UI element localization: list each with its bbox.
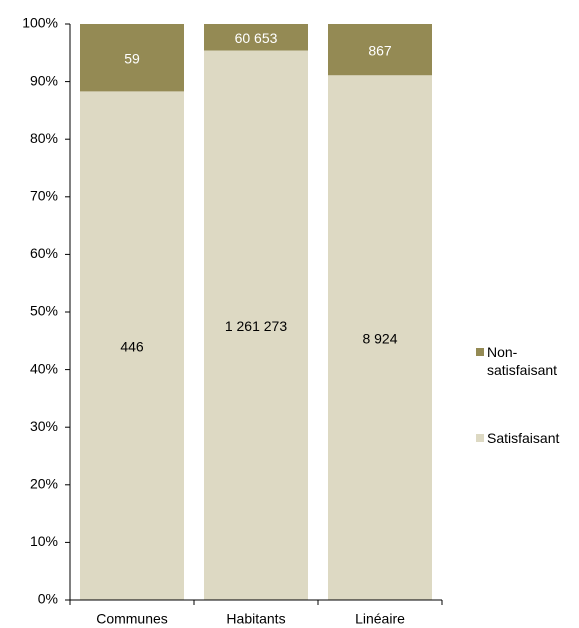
data-label: 60 653 — [235, 30, 278, 46]
x-tick-label: Linéaire — [355, 611, 405, 627]
x-tick-label: Habitants — [226, 611, 285, 627]
y-tick-label: 100% — [22, 15, 58, 31]
data-label: 867 — [368, 42, 392, 58]
legend-label: Non-satisfaisant — [487, 344, 558, 378]
bar-segment — [204, 24, 308, 51]
x-tick-label: Communes — [96, 611, 168, 627]
legend-item: Satisfaisant — [476, 429, 576, 447]
y-tick-label: 70% — [30, 188, 58, 204]
bar-segment — [80, 24, 184, 92]
data-label: 446 — [120, 338, 144, 354]
y-tick-label: 60% — [30, 245, 58, 261]
bar-segment — [80, 91, 184, 600]
legend-swatch — [476, 348, 484, 356]
data-label: 8 924 — [362, 330, 397, 346]
y-tick-label: 80% — [30, 130, 58, 146]
bar-segment — [328, 75, 432, 601]
data-label: 1 261 273 — [225, 318, 287, 334]
bar-segment — [328, 24, 432, 76]
y-tick-label: 90% — [30, 72, 58, 88]
y-tick-label: 50% — [30, 303, 58, 319]
legend-swatch — [476, 434, 484, 442]
y-tick-label: 40% — [30, 360, 58, 376]
legend-item: Non-satisfaisant — [476, 343, 576, 379]
bar-segment — [204, 50, 308, 601]
y-tick-label: 10% — [30, 533, 58, 549]
y-tick-label: 20% — [30, 476, 58, 492]
legend-label: Satisfaisant — [487, 430, 560, 446]
y-tick-label: 0% — [38, 591, 58, 607]
data-label: 59 — [124, 50, 140, 66]
y-tick-label: 30% — [30, 418, 58, 434]
